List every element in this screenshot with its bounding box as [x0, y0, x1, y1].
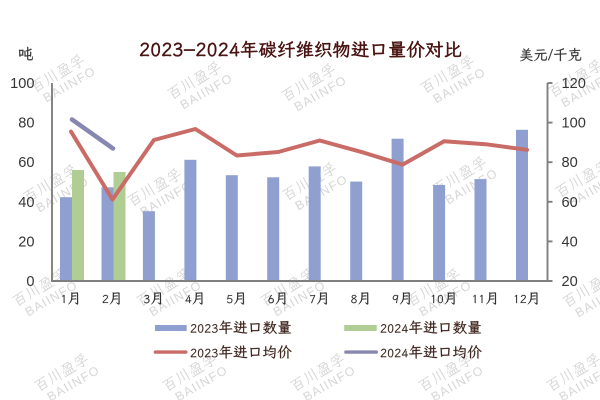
svg-text:100: 100: [562, 116, 586, 132]
svg-text:120: 120: [562, 76, 586, 92]
svg-text:0: 0: [26, 274, 34, 290]
svg-text:20: 20: [18, 234, 34, 250]
svg-text:40: 40: [562, 234, 578, 250]
svg-text:60: 60: [18, 155, 34, 171]
svg-text:80: 80: [18, 116, 34, 132]
svg-text:80: 80: [562, 155, 578, 171]
svg-text:60: 60: [562, 195, 578, 211]
svg-text:100: 100: [10, 76, 34, 92]
svg-text:40: 40: [18, 195, 34, 211]
svg-text:20: 20: [562, 274, 578, 290]
